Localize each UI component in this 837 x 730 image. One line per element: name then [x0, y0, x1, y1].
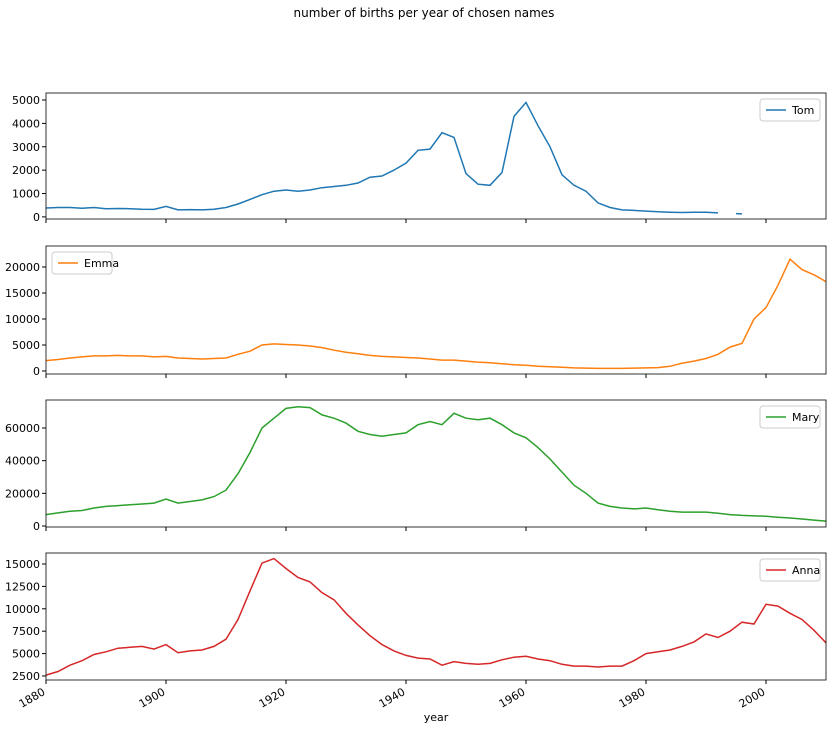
y-tick-label: 0	[33, 211, 40, 224]
y-tick-label: 3000	[12, 141, 40, 154]
legend-label: Tom	[791, 104, 814, 117]
x-axis-label: year	[424, 711, 449, 724]
y-tick-label: 40000	[5, 455, 40, 468]
y-tick-label: 0	[33, 365, 40, 378]
y-tick-label: 2500	[12, 670, 40, 683]
legend-label: Anna	[792, 564, 820, 577]
y-tick-label: 12500	[5, 580, 40, 593]
axes-frame	[45, 552, 827, 681]
y-tick-label: 0	[33, 520, 40, 533]
series-line	[45, 257, 827, 370]
axes-frame	[45, 399, 827, 528]
y-tick-label: 1000	[12, 188, 40, 201]
legend: Tom	[759, 98, 821, 122]
legend: Mary	[759, 405, 821, 429]
figure-title: number of births per year of chosen name…	[294, 6, 555, 20]
legend: Anna	[759, 558, 821, 582]
legend-box	[759, 405, 821, 429]
y-tick-label: 10000	[5, 603, 40, 616]
y-tick-label: 15000	[5, 558, 40, 571]
y-tick-label: 5000	[12, 94, 40, 107]
legend: Emma	[51, 251, 119, 275]
y-tick-label: 60000	[5, 422, 40, 435]
y-tick-label: 4000	[12, 117, 40, 130]
axes-frame	[45, 245, 827, 375]
axes-frame	[45, 92, 827, 220]
y-tick-label: 10000	[5, 313, 40, 326]
y-tick-label: 2000	[12, 164, 40, 177]
legend-label: Emma	[84, 257, 119, 270]
legend-box	[51, 251, 113, 275]
y-tick-label: 20000	[5, 261, 40, 274]
y-tick-label: 7500	[12, 625, 40, 638]
y-tick-label: 20000	[5, 487, 40, 500]
series-line	[45, 557, 827, 676]
legend-box	[759, 558, 821, 582]
legend-label: Mary	[792, 411, 820, 424]
series-line	[45, 406, 827, 522]
series-line	[45, 101, 743, 215]
y-tick-label: 5000	[12, 648, 40, 661]
y-tick-label: 5000	[12, 339, 40, 352]
legend-box	[759, 98, 821, 122]
y-tick-label: 15000	[5, 287, 40, 300]
